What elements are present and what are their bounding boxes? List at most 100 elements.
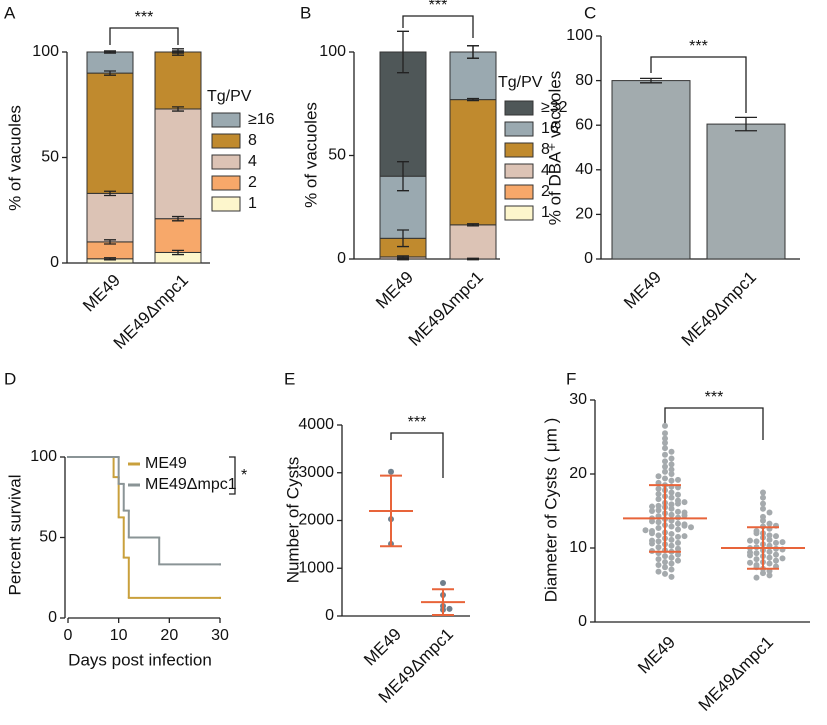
y-tick-label: 4000 — [298, 416, 334, 433]
data-point — [747, 537, 753, 544]
error-bar — [172, 215, 184, 222]
significance-label: *** — [429, 0, 448, 14]
bar — [706, 123, 786, 260]
legend-label: ≥32 — [541, 99, 568, 116]
error-bar — [467, 97, 479, 102]
data-point — [668, 477, 675, 484]
error-bar — [397, 161, 409, 192]
data-point — [760, 494, 766, 501]
x-tick-label: ME49Δmpc1 — [678, 268, 760, 350]
error-bar — [104, 70, 116, 76]
significance-bracket — [390, 432, 444, 478]
y-tick-label: 100 — [32, 43, 59, 60]
data-point — [662, 463, 668, 470]
y-axis-label: Diameter of Cysts ( μm ) — [541, 418, 560, 603]
data-point — [675, 539, 681, 546]
significance-label: * — [241, 467, 247, 484]
y-tick-label: 50 — [328, 147, 346, 164]
data-point — [668, 560, 675, 567]
data-point — [662, 430, 668, 437]
y-tick-label: 100 — [30, 448, 57, 465]
data-point — [649, 508, 655, 514]
data-point — [668, 511, 675, 518]
data-point — [655, 473, 662, 480]
legend-swatch — [504, 100, 534, 116]
data-point — [655, 519, 662, 526]
data-point — [668, 542, 675, 549]
data-point — [753, 530, 760, 537]
data-point — [753, 556, 760, 563]
y-tick-label: 0 — [337, 250, 346, 267]
error-bar — [104, 190, 116, 197]
data-point — [773, 533, 779, 540]
data-point — [668, 494, 675, 501]
data-point — [668, 489, 675, 496]
legend-title: Tg/PV — [207, 88, 252, 105]
data-point — [753, 538, 760, 545]
y-tick-label: 50 — [39, 529, 57, 546]
data-point — [681, 509, 688, 516]
x-tick-label: ME49Δmpc1 — [695, 633, 777, 715]
data-point — [779, 539, 786, 546]
significance-label: *** — [408, 414, 427, 431]
data-point — [662, 553, 668, 560]
y-tick-label: 100 — [566, 27, 593, 44]
data-point — [662, 451, 668, 458]
legend-label: 2 — [541, 183, 550, 200]
bar-segment — [86, 51, 134, 74]
data-point — [675, 557, 681, 564]
data-point — [655, 485, 662, 492]
data-point — [766, 509, 773, 516]
significance-label: *** — [689, 38, 708, 55]
data-point — [446, 605, 453, 612]
data-point — [668, 573, 675, 580]
data-point — [662, 475, 668, 482]
y-axis-label: % of vacuoles — [301, 102, 320, 208]
y-tick-label: 100 — [319, 43, 346, 60]
bar-segment — [449, 224, 497, 260]
y-axis-label: Number of Cysts — [283, 457, 302, 584]
legend-label: 2 — [248, 174, 257, 191]
panel-letter: E — [284, 369, 295, 388]
data-point — [766, 554, 773, 561]
data-point — [655, 496, 662, 503]
data-point — [662, 435, 668, 442]
data-point — [675, 533, 681, 540]
data-point — [760, 505, 766, 512]
data-point — [655, 544, 662, 551]
x-tick-label: 0 — [64, 627, 73, 644]
y-tick-label: 0 — [578, 613, 587, 630]
data-point — [760, 500, 766, 507]
data-point — [662, 570, 668, 577]
y-tick-label: 20 — [575, 206, 593, 223]
legend-swatch — [504, 163, 534, 179]
data-point — [655, 490, 662, 497]
data-point — [655, 556, 662, 563]
y-axis-label: % of vacuoles — [5, 105, 24, 211]
bar — [611, 80, 691, 260]
data-point — [766, 548, 773, 555]
data-point — [675, 551, 681, 558]
bar-segment — [154, 51, 202, 110]
significance-bracket — [109, 27, 179, 45]
panel-letter: D — [4, 369, 16, 388]
data-point — [655, 532, 662, 539]
data-point — [662, 458, 668, 465]
y-tick-label: 1000 — [298, 559, 334, 576]
y-tick-label: 0 — [50, 254, 59, 271]
y-tick-label: 30 — [569, 391, 587, 408]
data-point — [642, 527, 649, 534]
data-point — [766, 572, 773, 579]
data-point — [675, 545, 681, 552]
data-point — [760, 570, 766, 577]
data-point — [668, 536, 675, 543]
data-point — [688, 524, 694, 531]
x-tick-label: 20 — [160, 627, 178, 644]
data-point — [668, 523, 675, 530]
data-point — [668, 455, 675, 462]
legend-label: ME49Δmpc1 — [145, 476, 237, 493]
data-point — [760, 517, 766, 524]
data-point — [662, 468, 668, 475]
x-tick-label: ME49Δmpc1 — [405, 268, 487, 350]
legend-swatch — [211, 175, 241, 191]
